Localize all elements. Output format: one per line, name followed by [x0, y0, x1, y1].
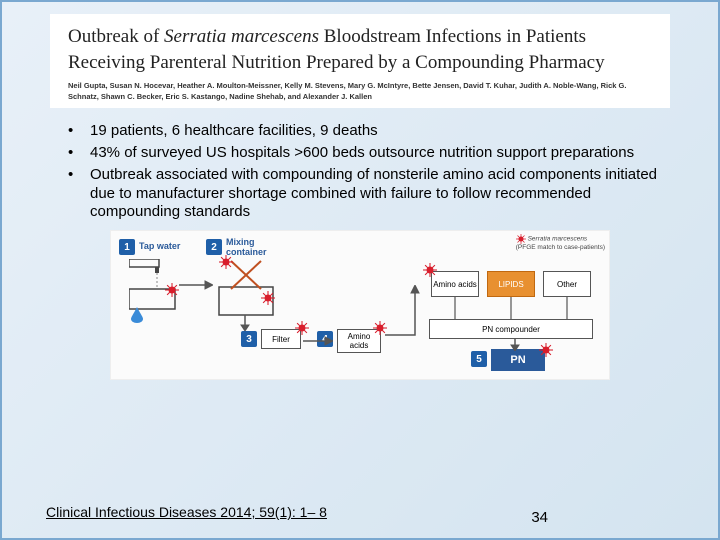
- page-number: 34: [531, 509, 548, 526]
- list-item: 19 patients, 6 healthcare facilities, 9 …: [68, 122, 670, 141]
- title-block: Outbreak of Serratia marcescens Bloodstr…: [50, 14, 670, 108]
- step-badge-5: 5: [471, 351, 487, 367]
- pool-amino-box: Amino acids: [431, 271, 479, 297]
- germ-icon: [219, 255, 233, 269]
- legend-sub: (PFGE match to case-patients): [516, 244, 605, 251]
- title-pre: Outbreak of: [68, 26, 164, 47]
- germ-icon: [423, 263, 437, 277]
- step-badge-2: 2: [206, 239, 222, 255]
- paper-title: Outbreak of Serratia marcescens Bloodstr…: [68, 24, 652, 75]
- arrow-icon: [179, 279, 213, 291]
- germ-icon: [165, 283, 179, 297]
- arrow-icon: [385, 285, 429, 341]
- step-badge-1: 1: [119, 239, 135, 255]
- pool-lipids-box: LIPIDS: [487, 271, 535, 297]
- arrow-icon: [509, 339, 521, 351]
- title-organism: Serratia marcescens: [164, 26, 319, 47]
- germ-icon: [261, 291, 275, 305]
- connector-lines: [429, 297, 593, 319]
- arrow-icon: [239, 315, 251, 331]
- water-drop-icon: [131, 307, 143, 323]
- germ-icon: [539, 343, 553, 357]
- citation-text: Clinical Infectious Diseases 2014; 59(1)…: [46, 504, 327, 520]
- step-badge-3: 3: [241, 331, 257, 347]
- diagram-legend: Serratia marcescens (PFGE match to case-…: [516, 234, 605, 251]
- list-item: 43% of surveyed US hospitals >600 beds o…: [68, 144, 670, 163]
- arrow-icon: [303, 335, 333, 347]
- list-item: Outbreak associated with compounding of …: [68, 166, 670, 222]
- step-label-2: Mixing container: [226, 237, 276, 257]
- pn-box: PN: [491, 349, 545, 371]
- germ-icon: [295, 321, 309, 335]
- legend-title: Serratia marcescens: [528, 236, 588, 243]
- step-label-1: Tap water: [139, 241, 180, 251]
- process-diagram: Serratia marcescens (PFGE match to case-…: [110, 230, 610, 380]
- author-list: Neil Gupta, Susan N. Hocevar, Heather A.…: [68, 81, 652, 102]
- pool-other-box: Other: [543, 271, 591, 297]
- bullet-list: 19 patients, 6 healthcare facilities, 9 …: [68, 122, 670, 222]
- pn-compounder-box: PN compounder: [429, 319, 593, 339]
